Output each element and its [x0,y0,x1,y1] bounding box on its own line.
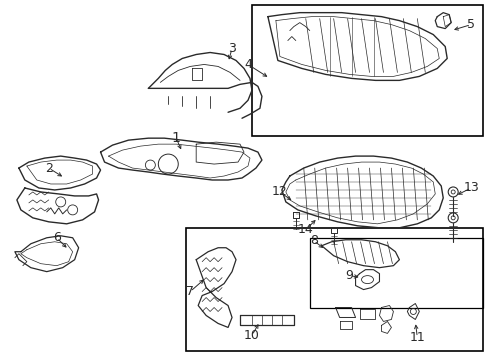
Text: 5: 5 [466,18,474,31]
Bar [251,5,482,136]
Text: 6: 6 [53,231,61,244]
Text: 13: 13 [462,181,478,194]
Text: 10: 10 [244,329,260,342]
Text: 12: 12 [271,185,287,198]
Text: 2: 2 [45,162,53,175]
Text: 14: 14 [297,223,313,236]
Text: 11: 11 [408,331,425,344]
Text: 7: 7 [186,285,194,298]
Text: 1: 1 [171,131,181,145]
Bar [309,238,482,307]
Text: 9: 9 [345,269,353,282]
Bar [186,228,482,351]
Text: 3: 3 [227,42,236,55]
Text: 4: 4 [244,58,251,71]
Text: 8: 8 [309,234,317,247]
